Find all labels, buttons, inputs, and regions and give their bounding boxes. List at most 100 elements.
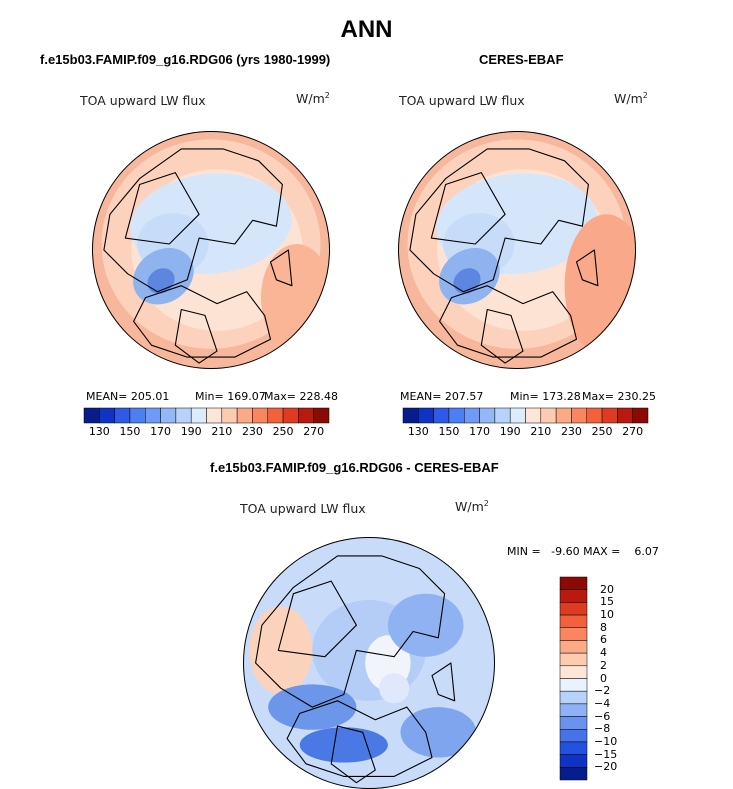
panel2-colorbar <box>402 407 649 424</box>
anomaly-negative <box>400 707 477 758</box>
colorbar-box <box>433 407 450 424</box>
colorbar-box <box>559 716 588 730</box>
colorbar-tick-label: 250 <box>591 425 613 438</box>
coastline <box>255 555 446 708</box>
colorbar-box <box>114 407 131 424</box>
panel3-units: W/m2 <box>455 499 489 515</box>
colorbar-box <box>559 678 588 692</box>
colorbar-box <box>494 407 511 424</box>
panel1-map <box>92 131 330 369</box>
colorbar-tick-label: 230 <box>560 425 582 438</box>
coastline <box>409 148 589 293</box>
panel1-max: Max= 228.48 <box>264 390 338 403</box>
panel3-variable-label: TOA upward LW flux <box>240 501 366 516</box>
coastline <box>277 580 357 658</box>
colorbar-tick-label: −20 <box>594 760 618 774</box>
colorbar-tick-label: 210 <box>530 425 552 438</box>
colorbar-tick-label: 190 <box>180 425 202 438</box>
colorbar-box <box>555 407 572 424</box>
colorbar-box <box>448 407 465 424</box>
coastline <box>133 285 272 358</box>
colorbar-box <box>479 407 496 424</box>
colorbar-tick-label: 15 <box>600 595 614 609</box>
figure-title: ANN <box>340 16 393 43</box>
flux-warm-edge <box>260 244 330 352</box>
colorbar-box <box>559 754 588 768</box>
colorbar-tick-label: 250 <box>272 425 294 438</box>
anomaly-neutral <box>379 673 410 704</box>
coastline <box>269 249 293 287</box>
coastline <box>575 249 599 287</box>
colorbar-tick-label: 270 <box>303 425 325 438</box>
colorbar-tick-label: −10 <box>594 734 618 748</box>
colorbar-box <box>221 407 238 424</box>
colorbar-box <box>540 407 557 424</box>
colorbar-tick-label: 150 <box>438 425 460 438</box>
colorbar-tick-label: −4 <box>594 696 611 710</box>
panel1-units: W/m2 <box>296 91 330 107</box>
panel2-title: CERES-EBAF <box>479 52 564 67</box>
panel2-mean: MEAN= 207.57 <box>400 390 484 403</box>
panel3-colorbar-ticks: 20 15 10 8 6 4 2 0 −2 −4 −6 −8 −10 −15 −20 <box>594 577 634 780</box>
coastline <box>430 172 506 245</box>
colorbar-tick-label: −15 <box>594 747 618 761</box>
panel2-variable-label: TOA upward LW flux <box>399 93 525 108</box>
map-boundary <box>92 131 330 369</box>
panel2-units: W/m2 <box>614 91 648 107</box>
colorbar-tick-label: 20 <box>600 582 614 596</box>
coastline <box>124 172 200 245</box>
panel1-title: f.e15b03.FAMIP.f09_g16.RDG06 (yrs 1980-1… <box>40 52 331 67</box>
colorbar-tick-label: 170 <box>469 425 491 438</box>
panel2-map <box>398 131 636 369</box>
colorbar-tick-label: 6 <box>600 633 607 647</box>
colorbar-box <box>145 407 161 424</box>
colorbar-box <box>559 665 588 679</box>
colorbar-box <box>559 703 588 717</box>
panel1-colorbar <box>83 407 330 424</box>
colorbar-box <box>559 741 588 755</box>
colorbar-tick-label: 2 <box>600 658 607 672</box>
colorbar-box <box>402 407 419 424</box>
colorbar-box <box>559 576 588 590</box>
colorbar-box <box>206 407 223 424</box>
colorbar-tick-label: 8 <box>600 620 607 634</box>
panel3-title: f.e15b03.FAMIP.f09_g16.RDG06 - CERES-EBA… <box>210 460 499 475</box>
coastline <box>286 700 433 777</box>
colorbar-box <box>509 407 526 424</box>
colorbar-box <box>586 407 603 424</box>
colorbar-tick-label: 210 <box>211 425 233 438</box>
panel2-max: Max= 230.25 <box>582 390 656 403</box>
colorbar-box <box>418 407 434 424</box>
colorbar-box <box>559 690 588 705</box>
colorbar-tick-label: 270 <box>622 425 644 438</box>
colorbar-box <box>559 627 588 641</box>
coastline <box>103 148 283 293</box>
colorbar-box <box>83 407 100 424</box>
colorbar-box <box>175 407 192 424</box>
colorbar-box <box>129 407 146 424</box>
colorbar-box <box>267 407 284 424</box>
colorbar-box <box>571 407 587 424</box>
colorbar-box <box>559 589 588 603</box>
colorbar-box <box>252 407 268 424</box>
colorbar-box <box>559 640 588 654</box>
colorbar-tick-label: 10 <box>600 608 614 622</box>
anomaly-negative-core <box>299 727 388 763</box>
panel3-map <box>243 537 495 789</box>
panel2-min: Min= 173.28 <box>510 390 581 403</box>
panel3-colorbar <box>559 576 588 781</box>
colorbar-tick-label: 130 <box>407 425 429 438</box>
panel1-colorbar-ticks: 130 150 170 190 210 230 250 270 <box>84 425 329 439</box>
colorbar-box <box>559 652 588 667</box>
colorbar-box <box>282 407 299 424</box>
colorbar-box <box>525 407 542 424</box>
panel1-mean: MEAN= 205.01 <box>86 390 170 403</box>
colorbar-box <box>236 407 253 424</box>
colorbar-tick-label: 150 <box>119 425 141 438</box>
colorbar-box <box>559 767 588 781</box>
colorbar-tick-label: 0 <box>600 671 607 685</box>
coastline <box>439 285 578 358</box>
colorbar-tick-label: 190 <box>499 425 521 438</box>
coastline <box>174 308 218 364</box>
panel2-colorbar-ticks: 130 150 170 190 210 230 250 270 <box>403 425 648 439</box>
